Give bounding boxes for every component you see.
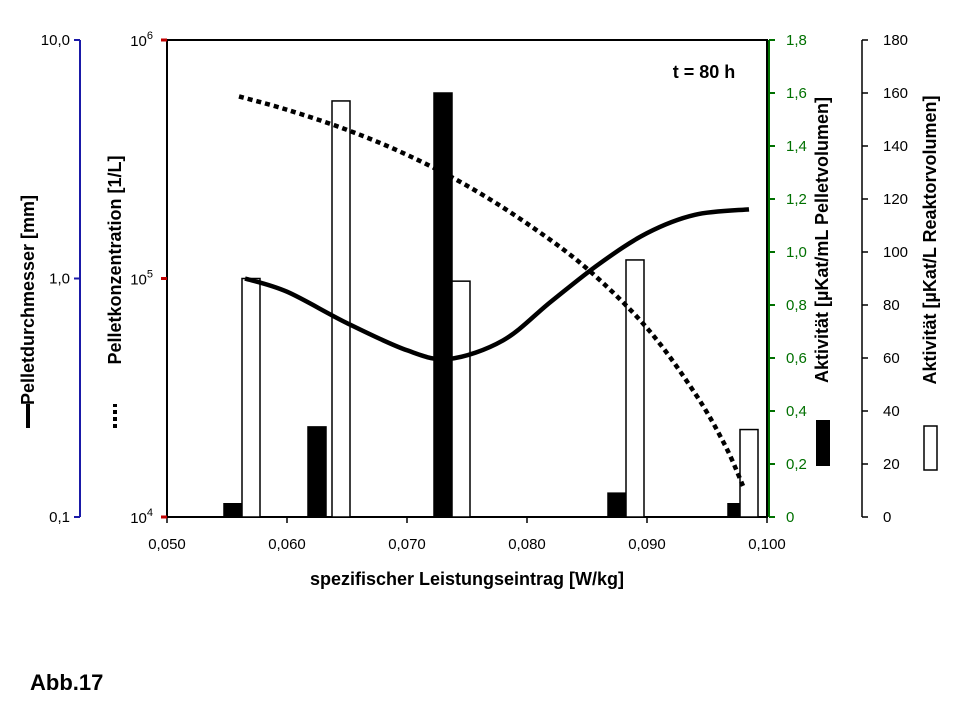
figure-label: Abb.17: [30, 670, 104, 695]
diameter-tick-label-0: 0,1: [49, 509, 70, 526]
x-tick-label-2: 0,070: [388, 536, 426, 553]
activity-pellet-tick-label-9: 1,8: [786, 32, 807, 49]
black-bar-0: [223, 503, 243, 518]
activity-reactor-tick-label-3: 60: [883, 350, 900, 367]
activity-reactor-tick-label-9: 180: [883, 32, 908, 49]
activity-pellet-tick-label-8: 1,6: [786, 85, 807, 102]
x-tick-label-5: 0,100: [748, 536, 786, 553]
concentration-tick-label-0: 104: [130, 507, 153, 527]
black-bar-1: [307, 426, 327, 518]
concentration-tick-label-1: 105: [130, 269, 153, 289]
white-bar-0: [241, 277, 261, 518]
white-bar-4: [739, 428, 759, 518]
activity-reactor-tick-label-5: 100: [883, 244, 908, 261]
activity-pellet-tick-label-4: 0,8: [786, 297, 807, 314]
x-tick-label-3: 0,080: [508, 536, 546, 553]
black-bar-2: [433, 92, 453, 518]
activity-reactor-tick-label-6: 120: [883, 191, 908, 208]
white-bar-1: [331, 100, 351, 518]
activity-pellet-tick-label-5: 1,0: [786, 244, 807, 261]
x-tick-label-1: 0,060: [268, 536, 306, 553]
activity-reactor-axis-title: Aktivität [µKat/L Reaktorvolumen]: [920, 95, 940, 384]
black-bar-3: [607, 492, 627, 518]
text-layer: 0,050 0,060 0,070 0,080 0,090 0,100spezifisch…: [18, 30, 940, 589]
concentration-line: [238, 94, 746, 487]
x-tick-label-4: 0,090: [628, 536, 666, 553]
activity-pellet-tick-label-7: 1,4: [786, 138, 807, 155]
white-bar-2: [451, 280, 471, 518]
diameter-axis-title: Pelletdurchmesser [mm]: [18, 195, 38, 405]
activity-pellet-tick-label-1: 0,2: [786, 456, 807, 473]
concentration-tick-label-2: 106: [130, 30, 153, 50]
diameter-line: [244, 207, 750, 362]
activity-reactor-tick-label-0: 0: [883, 509, 891, 526]
activity-reactor-legend-mark: [923, 425, 938, 471]
activity-reactor-tick-label-1: 20: [883, 456, 900, 473]
diameter-tick-label-1: 1,0: [49, 271, 70, 288]
diameter-tick-label-2: 10,0: [41, 32, 70, 49]
time-annotation: t = 80 h: [673, 62, 736, 82]
axes-layer: [26, 38, 938, 523]
line-layer: [238, 94, 750, 487]
concentration-axis-title: Pelletkonzentration [1/L]: [105, 155, 125, 364]
activity-pellet-tick-label-3: 0,6: [786, 350, 807, 367]
activity-pellet-legend-mark: [816, 420, 830, 466]
x-axis-title: spezifischer Leistungseintrag [W/kg]: [310, 569, 624, 589]
white-bar-3: [625, 259, 645, 518]
activity-reactor-tick-label-2: 40: [883, 403, 900, 420]
activity-pellet-tick-label-6: 1,2: [786, 191, 807, 208]
activity-pellet-tick-label-0: 0: [786, 509, 794, 526]
activity-reactor-tick-label-4: 80: [883, 297, 900, 314]
activity-reactor-tick-label-7: 140: [883, 138, 908, 155]
bar-layer: [223, 92, 759, 518]
activity-pellet-tick-label-2: 0,4: [786, 403, 807, 420]
x-tick-label-0: 0,050: [148, 536, 186, 553]
activity-pellet-axis-title: Aktivität [µKat/mL Pelletvolumen]: [812, 97, 832, 383]
activity-reactor-tick-label-8: 160: [883, 85, 908, 102]
